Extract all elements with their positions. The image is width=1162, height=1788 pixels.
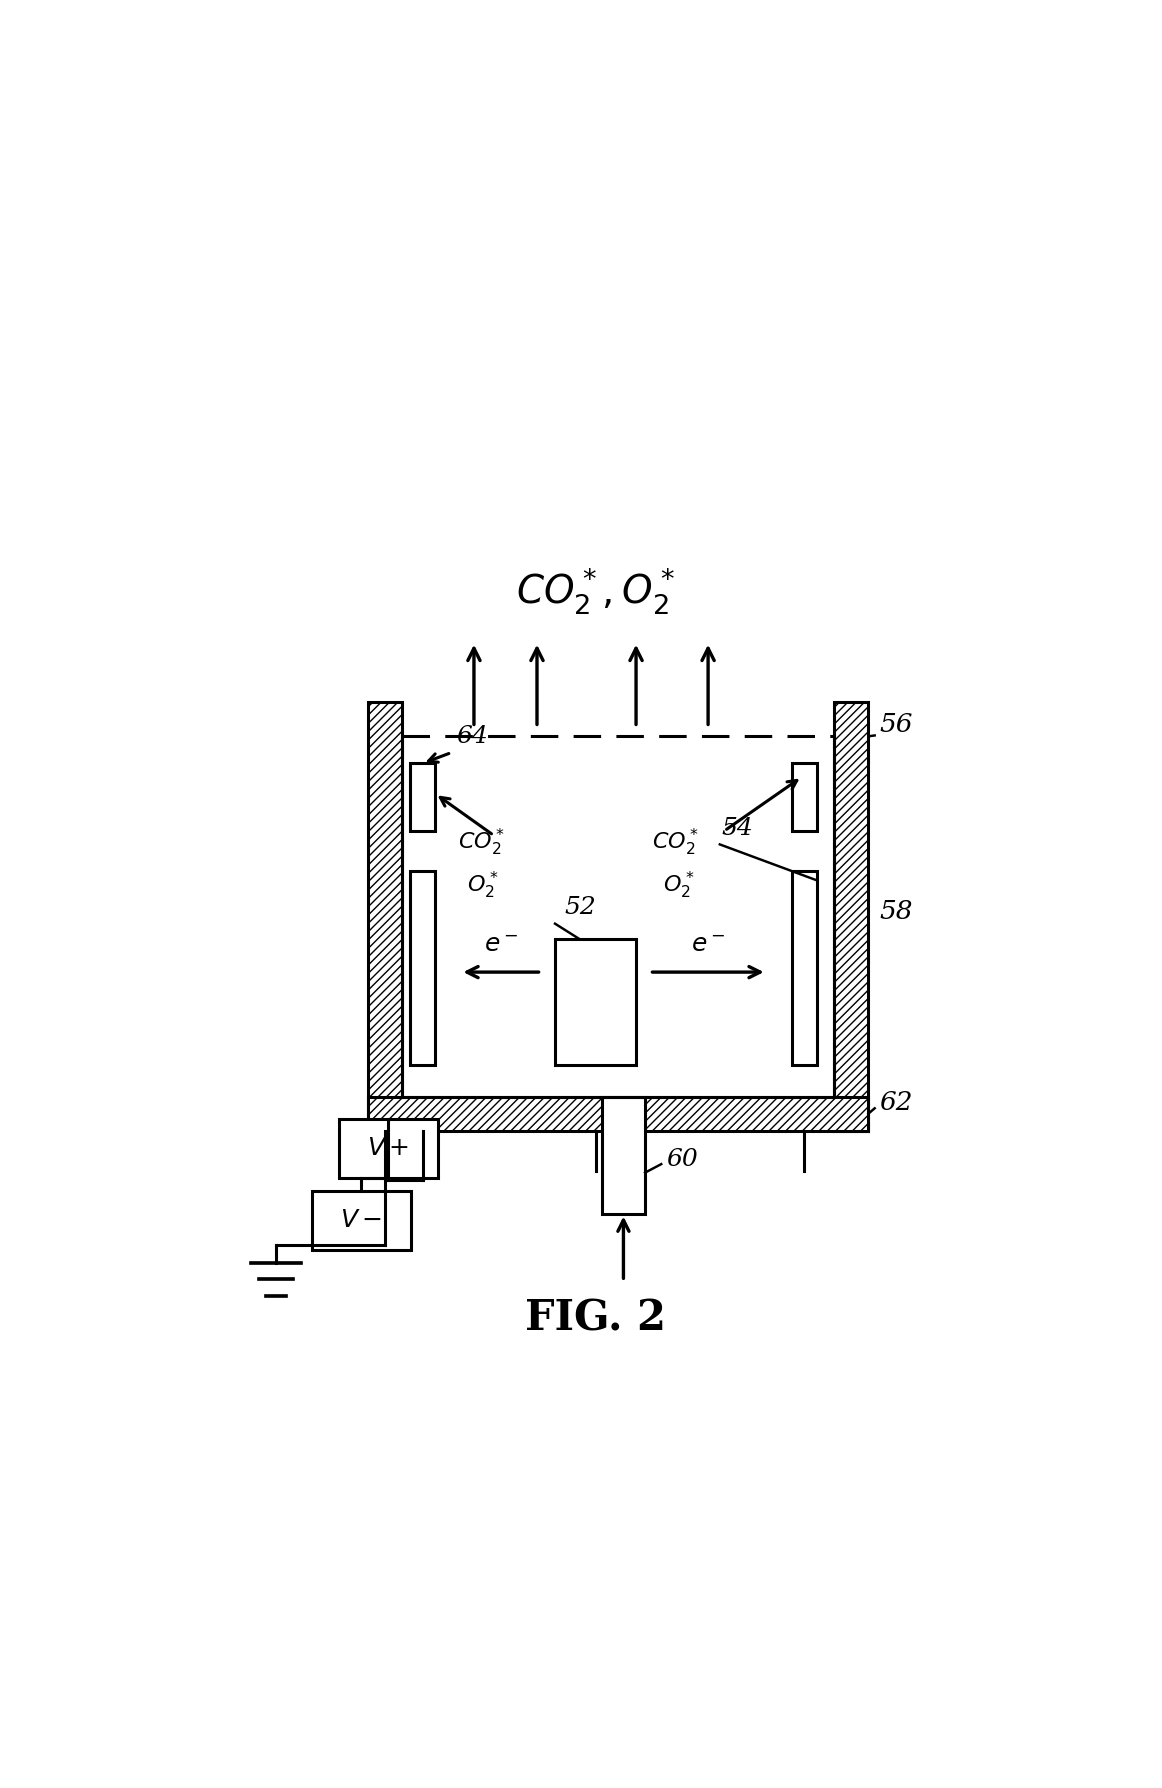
Bar xyxy=(834,703,868,1130)
Text: $V+$: $V+$ xyxy=(367,1137,409,1160)
Text: 64: 64 xyxy=(456,726,488,747)
Text: $e^-$: $e^-$ xyxy=(690,935,725,957)
Text: $e^-$: $e^-$ xyxy=(483,935,518,957)
Text: 62: 62 xyxy=(880,1091,912,1116)
Text: $CO_2^*$: $CO_2^*$ xyxy=(652,826,700,858)
Bar xyxy=(555,939,636,1066)
Text: $O_2^*$: $O_2^*$ xyxy=(467,869,498,901)
Bar xyxy=(311,1191,411,1250)
Bar xyxy=(410,871,436,1066)
Text: $V-$: $V-$ xyxy=(340,1209,382,1232)
Bar xyxy=(602,1096,645,1214)
Bar xyxy=(791,763,817,831)
Bar xyxy=(339,1119,438,1178)
Text: FIG. 2: FIG. 2 xyxy=(525,1298,666,1339)
Bar xyxy=(791,871,817,1066)
Text: $CO_2^*,O_2^*$: $CO_2^*,O_2^*$ xyxy=(516,567,675,617)
Text: 54: 54 xyxy=(722,817,753,840)
Bar xyxy=(410,763,436,831)
Text: 58: 58 xyxy=(880,899,912,924)
Text: 56: 56 xyxy=(880,712,912,737)
Bar xyxy=(367,1096,868,1130)
Text: 60: 60 xyxy=(666,1148,697,1171)
Text: $CO_2^*$: $CO_2^*$ xyxy=(458,826,504,858)
Text: $O_2^*$: $O_2^*$ xyxy=(664,869,695,901)
Bar xyxy=(367,703,402,1130)
Text: 52: 52 xyxy=(564,896,596,919)
